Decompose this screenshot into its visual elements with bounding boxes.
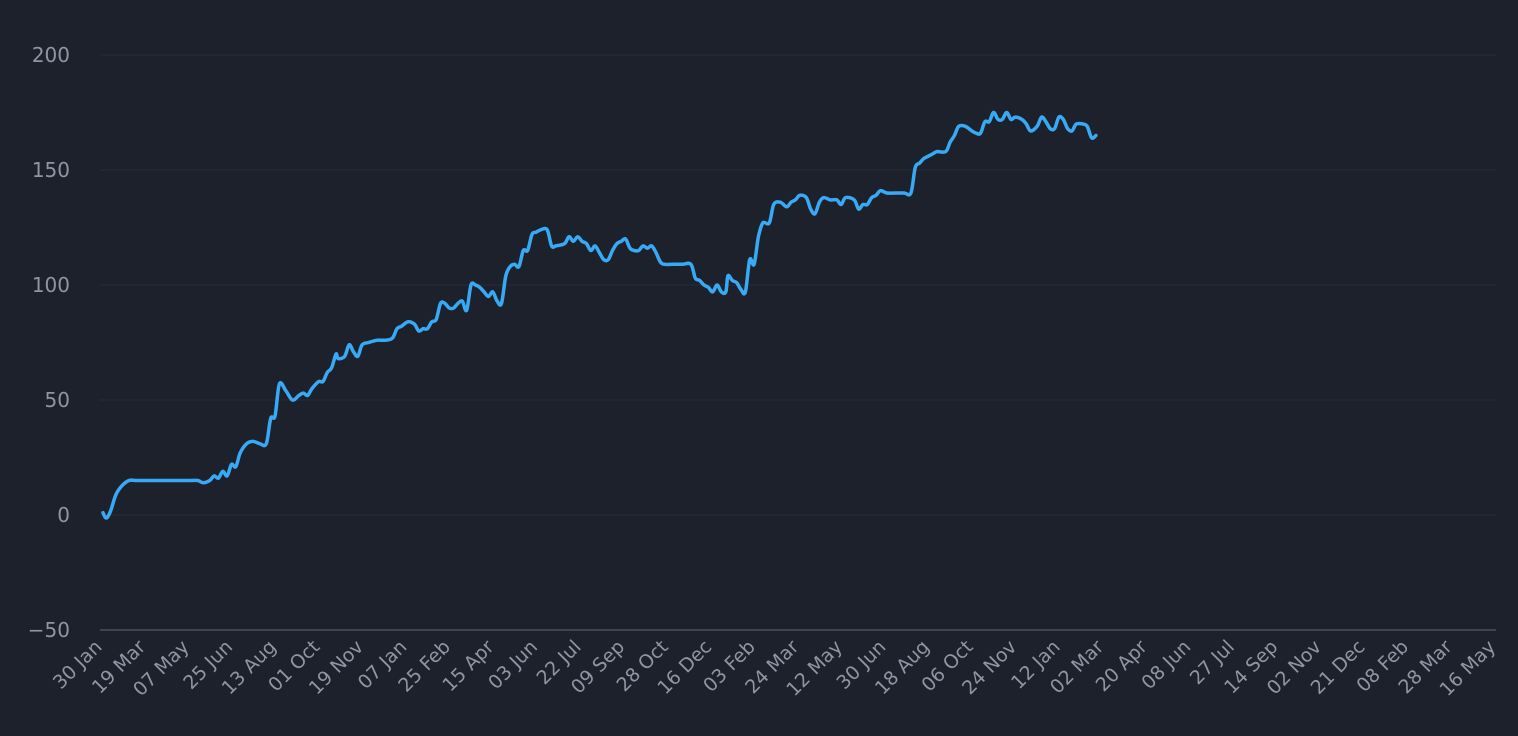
y-tick-label: −50 (28, 618, 70, 642)
series-line (101, 110, 1098, 520)
y-tick-label: 100 (32, 273, 70, 297)
y-tick-label: 200 (32, 43, 70, 67)
gridlines (100, 54, 1496, 631)
y-tick-label: 0 (57, 503, 70, 527)
x-tick-label: 03 Jun (484, 636, 542, 694)
x-tick-label: 08 Jun (1137, 636, 1195, 694)
series-layer (101, 110, 1098, 520)
y-tick-label: 50 (45, 388, 70, 412)
y-tick-label: 150 (32, 158, 70, 182)
y-axis: −50 0 50 100 150 200 (28, 43, 70, 642)
